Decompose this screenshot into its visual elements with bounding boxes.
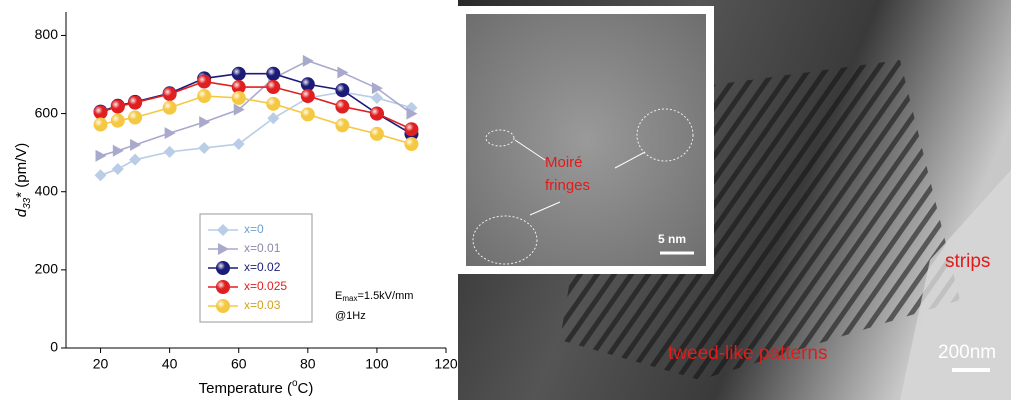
marker — [217, 224, 229, 236]
marker-highlight — [369, 126, 384, 141]
arrow — [529, 201, 561, 216]
marker-highlight — [335, 118, 350, 133]
marker-highlight — [110, 113, 125, 128]
fringe-outline — [636, 108, 694, 162]
marker-highlight — [128, 110, 143, 125]
x-label-rest: C) — [298, 380, 314, 397]
annotation-main: E — [335, 290, 342, 302]
annotation-sub: max — [342, 294, 357, 303]
series-line — [100, 59, 412, 157]
marker — [371, 82, 383, 95]
x-tick-label: 60 — [231, 356, 247, 372]
inset-label: fringes — [545, 177, 590, 194]
legend-label: x=0.02 — [244, 260, 281, 274]
marker-highlight — [266, 66, 281, 81]
marker — [218, 243, 229, 255]
label: tweed-like patterns — [668, 343, 827, 364]
y-tick-label: 600 — [35, 104, 59, 120]
inset-scale: 5 nm — [658, 232, 686, 246]
marker-highlight — [93, 117, 108, 132]
y-label-main: d — [13, 208, 30, 217]
marker — [337, 66, 349, 79]
y-tick-label: 800 — [35, 26, 59, 42]
arrow — [614, 151, 646, 169]
marker-highlight — [266, 96, 281, 111]
marker-highlight — [110, 99, 125, 114]
marker — [198, 141, 211, 154]
marker-highlight — [197, 74, 212, 89]
marker — [111, 163, 124, 176]
x-label-sup: o — [292, 378, 298, 389]
marker-highlight — [231, 90, 246, 105]
marker — [199, 116, 211, 129]
marker-highlight — [231, 80, 246, 95]
marker-highlight — [404, 122, 419, 137]
scale-label: 200nm — [938, 342, 996, 363]
label: strips — [945, 251, 990, 272]
annotation: Emax=1.5kV/mm — [335, 290, 413, 303]
marker-highlight — [300, 107, 315, 122]
marker-highlight — [231, 66, 246, 81]
x-tick-label: 80 — [300, 356, 316, 372]
arrow — [514, 139, 546, 161]
fringe-outline — [472, 215, 538, 265]
marker — [302, 54, 314, 67]
marker — [232, 138, 245, 151]
y-label-rest: * (pm/V) — [13, 143, 30, 198]
annotation-rest: =1.5kV/mm — [357, 290, 413, 302]
x-tick-label: 100 — [365, 356, 389, 372]
micrograph: Moiré fringes 5 nm strips tweed-like pat… — [458, 0, 1011, 400]
marker-highlight — [266, 80, 281, 95]
marker-highlight — [300, 77, 315, 92]
marker-highlight — [404, 137, 419, 152]
marker-highlight — [335, 83, 350, 98]
marker — [130, 138, 142, 151]
marker-highlight — [216, 280, 230, 294]
marker — [163, 145, 176, 158]
marker-highlight — [216, 299, 230, 313]
bright-region — [900, 170, 1011, 400]
x-tick-label: 120 — [434, 356, 458, 372]
fringe-outline — [485, 129, 515, 147]
marker-highlight — [335, 99, 350, 114]
marker — [95, 149, 107, 162]
marker-highlight — [162, 100, 177, 115]
marker-highlight — [197, 89, 212, 103]
inset-label: Moiré — [545, 154, 583, 171]
annotation: @1Hz — [335, 310, 366, 322]
marker-highlight — [93, 105, 108, 120]
marker — [164, 127, 176, 140]
x-axis-label: Temperature (oC) — [199, 378, 314, 397]
marker-highlight — [369, 106, 384, 121]
y-axis-label: d33* (pm/V) — [13, 143, 33, 217]
legend-label: x=0.03 — [244, 298, 281, 312]
marker-highlight — [300, 89, 315, 103]
marker — [406, 107, 418, 120]
legend-label: x=0 — [244, 222, 264, 236]
marker-highlight — [128, 95, 143, 110]
y-tick-label: 0 — [50, 339, 58, 355]
marker-highlight — [216, 261, 230, 275]
y-tick-label: 400 — [35, 182, 59, 198]
inset-image — [466, 14, 706, 266]
legend-label: x=0.025 — [244, 279, 287, 293]
marker-highlight — [162, 87, 177, 102]
y-tick-label: 200 — [35, 261, 59, 277]
y-label-sub: 33 — [22, 197, 33, 209]
series-line — [100, 95, 412, 145]
x-label-main: Temperature ( — [199, 380, 292, 397]
legend-label: x=0.01 — [244, 241, 281, 255]
marker — [129, 153, 142, 166]
marker — [112, 144, 124, 157]
marker — [94, 169, 107, 182]
x-tick-label: 20 — [93, 356, 109, 372]
x-tick-label: 40 — [162, 356, 178, 372]
marker — [233, 103, 245, 116]
marker — [370, 91, 383, 104]
marker — [267, 112, 280, 125]
